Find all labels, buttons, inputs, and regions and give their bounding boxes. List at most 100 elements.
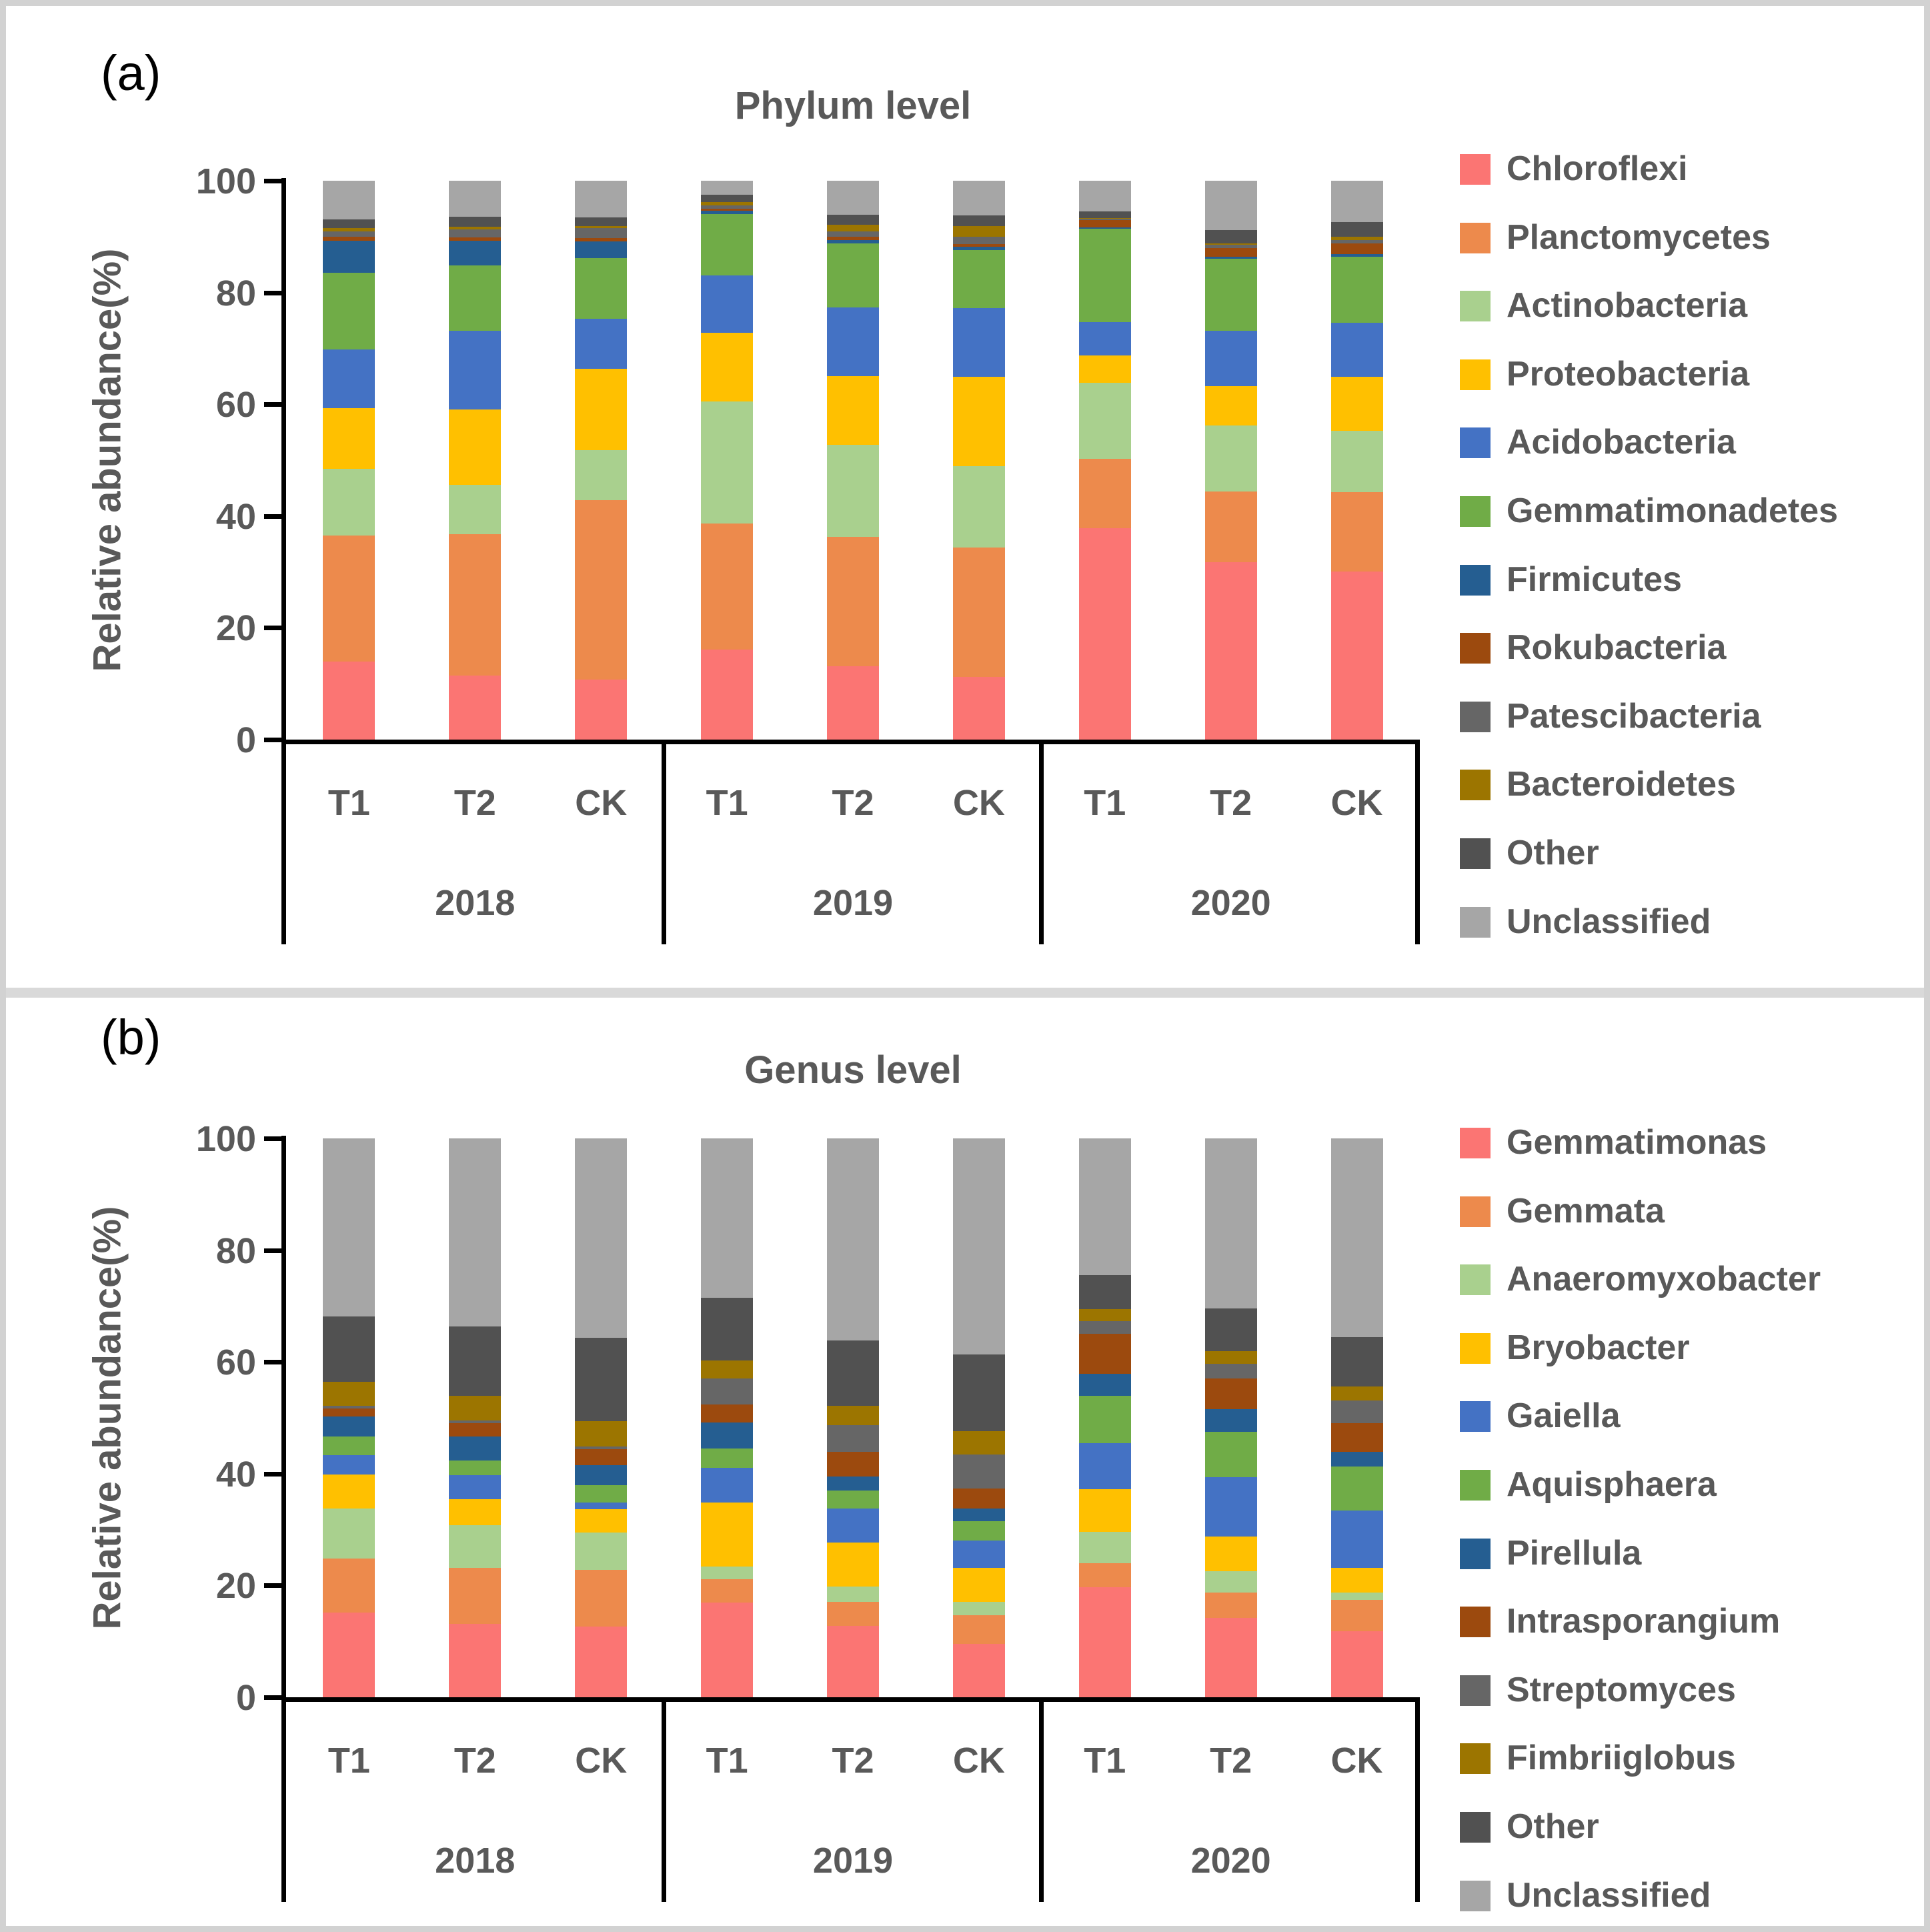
- legend-swatch-Aquisphaera: [1460, 1470, 1491, 1501]
- bar-segment-Patescibacteria: [952, 236, 1005, 244]
- bar-segment-Gemmatimonas: [1078, 1587, 1131, 1697]
- bar-segment-Pirellula: [449, 1436, 502, 1461]
- legend-swatch-Chloroflexi: [1460, 154, 1491, 185]
- x-label-CK-5: CK: [952, 783, 1005, 823]
- bar-2018-T2-7: [1204, 1138, 1257, 1697]
- legend-swatch-Bacteroidetes: [1460, 770, 1491, 801]
- group-separator: [1415, 744, 1420, 944]
- bar-segment-Other: [952, 1354, 1005, 1432]
- bar-segment-Other: [575, 217, 628, 226]
- panel-b-label: (b): [101, 1010, 161, 1065]
- bar-segment-Gemmata: [575, 1569, 628, 1627]
- bar-segment-Proteobacteria: [952, 377, 1005, 467]
- bar-segment-Gaiella: [1330, 1511, 1383, 1568]
- x-group-label-2018: 2018: [435, 1841, 516, 1881]
- panel-b-title: Genus level: [744, 1048, 962, 1092]
- bar-segment-Gaiella: [575, 1503, 628, 1510]
- x-label-T1-3: T1: [706, 783, 748, 823]
- legend-swatch-Other: [1460, 1812, 1491, 1843]
- y-tick: [264, 626, 281, 631]
- bar-segment-Gemmatimonadetes: [449, 265, 502, 331]
- x-label-T1-6: T1: [1084, 1741, 1126, 1781]
- group-separator: [281, 744, 286, 944]
- bar-segment-Other: [1078, 211, 1131, 219]
- bar-segment-Firmicutes: [827, 239, 879, 243]
- bar-segment-Rokubacteria: [701, 208, 754, 211]
- legend-label-Gemmatimonadetes: Gemmatimonadetes: [1507, 492, 1839, 530]
- bar-segment-Planctomycetes: [575, 500, 628, 680]
- bar-segment-Chloroflexi: [827, 666, 879, 740]
- bar-segment-Proteobacteria: [1078, 355, 1131, 383]
- bar-segment-Bacteroidetes: [1330, 236, 1383, 240]
- bar-segment-Proteobacteria: [449, 409, 502, 485]
- y-tick-label: 20: [215, 608, 256, 649]
- bar-segment-Gemmatimonas: [827, 1625, 879, 1697]
- bar-segment-Patescibacteria: [449, 229, 502, 237]
- bar-segment-Firmicutes: [701, 211, 754, 214]
- bar-segment-Actinobacteria: [323, 469, 375, 536]
- bar-2018-CK-2: [575, 1138, 628, 1697]
- legend-swatch-Proteobacteria: [1460, 359, 1491, 390]
- bar-segment-Other: [323, 1316, 375, 1382]
- legend-label-Planctomycetes: Planctomycetes: [1507, 217, 1771, 257]
- bar-segment-Fimbriiglobus: [827, 1405, 879, 1425]
- bar-2018-T2-7: [1204, 181, 1257, 740]
- y-tick: [264, 1360, 281, 1365]
- bar-segment-Gemmatimonas: [952, 1644, 1005, 1697]
- y-tick-label: 40: [215, 496, 256, 537]
- bar-segment-Other: [449, 1326, 502, 1396]
- legend-label-Chloroflexi: Chloroflexi: [1507, 149, 1688, 188]
- x-label-T2-4: T2: [832, 783, 874, 823]
- bar-segment-Acidobacteria: [575, 319, 628, 369]
- bar-segment-Unclassified: [1078, 181, 1131, 212]
- y-tick-label: 80: [215, 273, 256, 313]
- bar-segment-Streptomyces: [1078, 1321, 1131, 1334]
- bar-segment-Streptomyces: [575, 1446, 628, 1449]
- bar-segment-Intrasporangium: [1204, 1378, 1257, 1409]
- legend-label-Actinobacteria: Actinobacteria: [1507, 286, 1748, 325]
- bar-segment-Bacteroidetes: [952, 225, 1005, 237]
- bar-segment-Aquisphaera: [575, 1485, 628, 1503]
- bar-segment-Other: [701, 1297, 754, 1360]
- bar-segment-Patescibacteria: [701, 205, 754, 209]
- bar-segment-Unclassified: [323, 181, 375, 219]
- legend-swatch-Gemmatimonas: [1460, 1128, 1491, 1158]
- bar-segment-Streptomyces: [323, 1406, 375, 1408]
- bar-segment-Patescibacteria: [1204, 245, 1257, 248]
- bar-segment-Acidobacteria: [1204, 331, 1257, 387]
- bar-segment-Pirellula: [701, 1422, 754, 1449]
- x-axis-line: [281, 1697, 1420, 1702]
- bar-segment-Planctomycetes: [323, 535, 375, 662]
- bar-segment-Actinobacteria: [575, 449, 628, 500]
- bar-2018-T2-1: [449, 181, 502, 740]
- bar-segment-Fimbriiglobus: [575, 1421, 628, 1446]
- legend-swatch-Gemmatimonadetes: [1460, 496, 1491, 527]
- bar-segment-Rokubacteria: [1330, 243, 1383, 254]
- x-label-CK-8: CK: [1330, 1741, 1383, 1781]
- legend-swatch-Planctomycetes: [1460, 222, 1491, 253]
- bar-segment-Planctomycetes: [1078, 459, 1131, 529]
- bar-segment-Unclassified: [1204, 1138, 1257, 1308]
- bar-segment-Planctomycetes: [701, 523, 754, 650]
- bar-segment-Unclassified: [323, 1138, 375, 1317]
- bar-segment-Unclassified: [701, 1138, 754, 1298]
- legend-label-Gemmatimonas: Gemmatimonas: [1507, 1123, 1767, 1162]
- bar-2018-CK-8: [1330, 1138, 1383, 1697]
- bar-segment-Gemmatimonadetes: [701, 213, 754, 275]
- bar-segment-Firmicutes: [323, 240, 375, 273]
- bar-segment-Gaiella: [323, 1455, 375, 1475]
- bar-segment-Aquisphaera: [1078, 1395, 1131, 1443]
- legend-label-Acidobacteria: Acidobacteria: [1507, 423, 1736, 462]
- bar-segment-Gemmatimonadetes: [827, 243, 879, 308]
- legend-swatch-Patescibacteria: [1460, 701, 1491, 732]
- bar-segment-Bryobacter: [449, 1499, 502, 1525]
- bar-segment-Streptomyces: [1330, 1400, 1383, 1423]
- bar-segment-Gemmata: [1204, 1593, 1257, 1619]
- bar-segment-Gaiella: [449, 1475, 502, 1499]
- group-separator: [1039, 744, 1044, 944]
- bar-segment-Anaeromyxobacter: [1204, 1571, 1257, 1593]
- group-separator: [661, 744, 666, 944]
- bar-segment-Intrasporangium: [323, 1408, 375, 1416]
- y-axis-line: [281, 1136, 286, 1697]
